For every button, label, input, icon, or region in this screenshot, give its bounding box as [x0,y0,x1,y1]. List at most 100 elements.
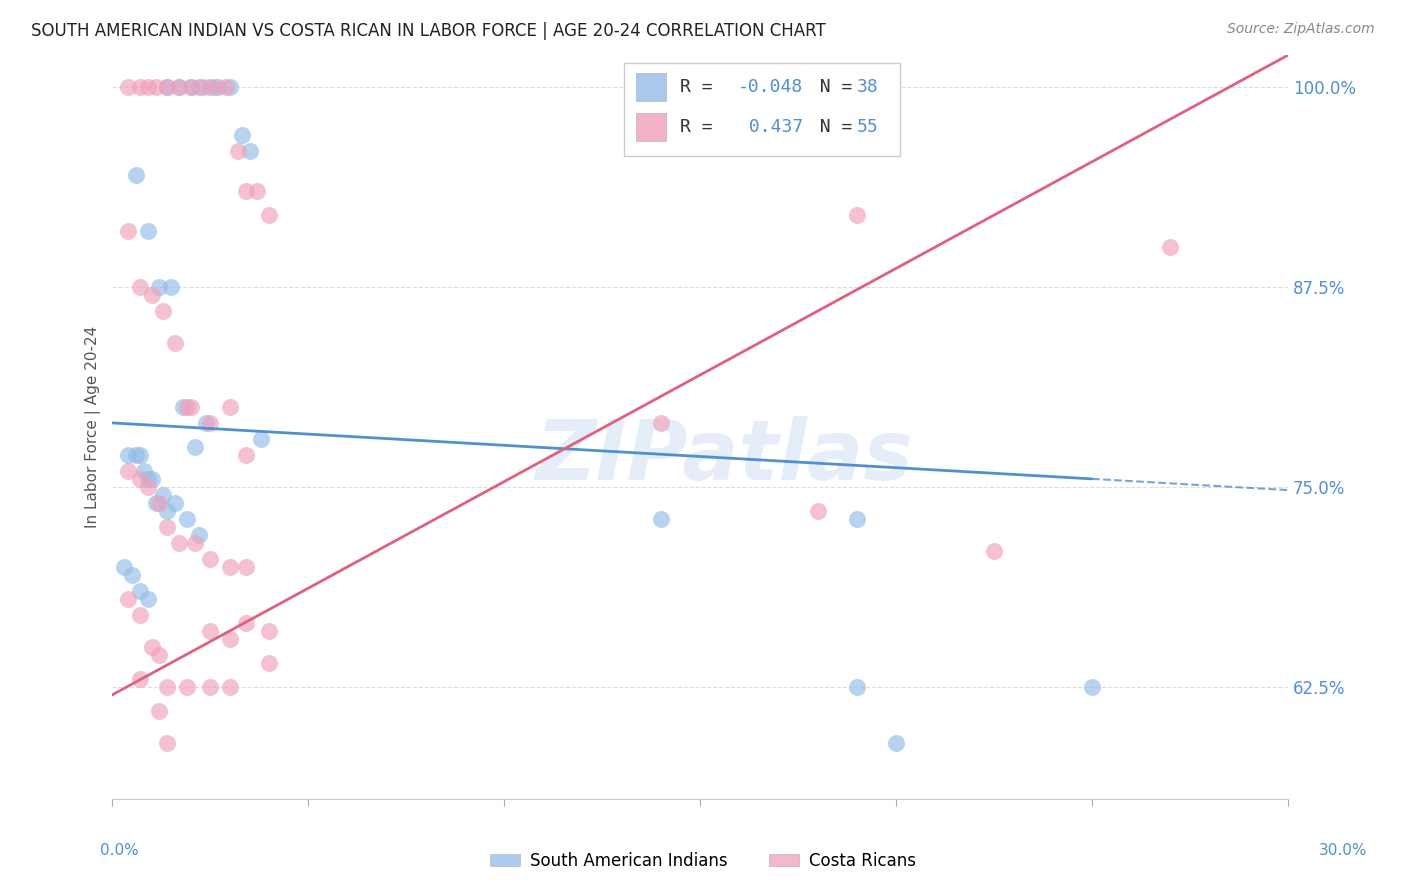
Point [125,168,148,182]
Point [128,80,150,95]
Point [145,80,167,95]
Point [125,448,148,462]
Point [650,416,672,430]
Point [176,512,198,526]
Point [200,80,222,95]
Point [246,184,269,198]
Point [141,288,163,302]
Point [235,184,257,198]
Point [167,80,190,95]
Point [884,736,907,750]
Text: -0.048: -0.048 [738,78,803,96]
Text: SOUTH AMERICAN INDIAN VS COSTA RICAN IN LABOR FORCE | AGE 20-24 CORRELATION CHAR: SOUTH AMERICAN INDIAN VS COSTA RICAN IN … [31,22,825,40]
Point [650,512,672,526]
Text: R =: R = [681,118,724,136]
Point [807,504,830,518]
Point [180,80,202,95]
Point [172,400,194,414]
FancyBboxPatch shape [636,73,666,101]
Point [148,280,170,294]
Point [148,704,170,718]
Text: 38: 38 [856,78,879,96]
Point [156,520,179,534]
Text: ZIPatlas: ZIPatlas [534,417,912,497]
Point [167,80,190,95]
Point [156,504,179,518]
Point [128,583,150,598]
Point [180,80,202,95]
Point [141,640,163,654]
Point [165,496,187,510]
Point [141,472,163,486]
Point [136,224,159,238]
Point [156,80,179,95]
Point [117,591,139,606]
Point [136,480,159,494]
Point [226,144,249,158]
Point [257,656,280,670]
Point [219,632,242,646]
Point [187,528,209,542]
Point [231,128,253,142]
Point [112,559,135,574]
Point [187,80,209,95]
Text: Source: ZipAtlas.com: Source: ZipAtlas.com [1227,22,1375,37]
Point [156,680,179,694]
Point [117,80,139,95]
Point [132,464,155,478]
Point [148,648,170,662]
Point [238,144,260,158]
Point [845,680,868,694]
Point [200,680,222,694]
Point [183,536,205,550]
Point [176,400,198,414]
Point [257,208,280,222]
Point [180,400,202,414]
Text: N =: N = [797,118,863,136]
Text: 0.437: 0.437 [738,118,803,136]
Point [219,400,242,414]
Point [219,80,242,95]
Point [200,624,222,638]
Point [845,208,868,222]
Point [117,464,139,478]
Point [136,80,159,95]
Text: R =: R = [681,78,724,96]
Text: 0.0%: 0.0% [100,843,139,858]
Point [235,615,257,630]
Point [257,624,280,638]
Point [156,80,179,95]
Point [121,567,143,582]
Point [183,440,205,454]
Y-axis label: In Labor Force | Age 20-24: In Labor Force | Age 20-24 [86,326,101,528]
Point [195,416,218,430]
Point [136,591,159,606]
Point [117,448,139,462]
Point [983,544,1005,558]
Point [215,80,238,95]
Point [145,496,167,510]
Point [128,448,150,462]
Point [176,680,198,694]
FancyBboxPatch shape [636,113,666,141]
Point [128,607,150,622]
Point [191,80,214,95]
Point [165,335,187,350]
Point [1081,680,1104,694]
Point [200,416,222,430]
Point [1159,240,1181,254]
Text: 55: 55 [856,118,879,136]
Point [202,80,225,95]
Point [128,672,150,686]
Point [156,736,179,750]
Point [148,496,170,510]
Point [235,448,257,462]
Point [167,536,190,550]
Text: 30.0%: 30.0% [1319,843,1367,858]
Point [200,552,222,566]
Point [136,472,159,486]
FancyBboxPatch shape [624,62,900,155]
Point [128,472,150,486]
Point [250,432,273,446]
Legend: South American Indians, Costa Ricans: South American Indians, Costa Ricans [484,846,922,877]
